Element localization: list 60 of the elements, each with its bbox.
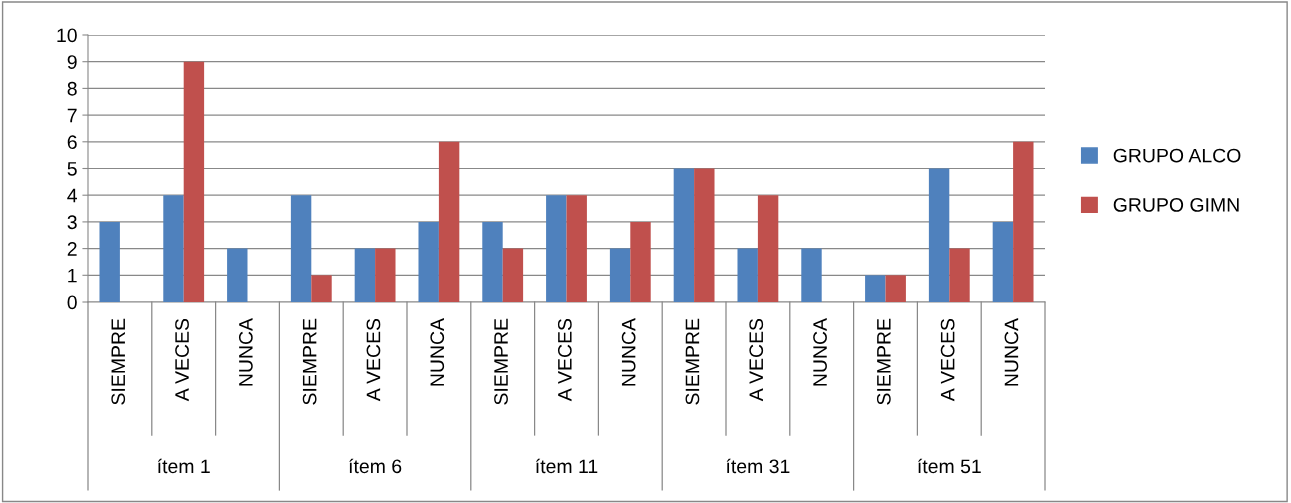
text: ítem 11 bbox=[536, 458, 598, 474]
x-tick-label: NUNCA bbox=[430, 318, 445, 386]
bar bbox=[163, 195, 184, 302]
x-tick-label: NUNCA bbox=[1004, 318, 1019, 386]
bar bbox=[354, 248, 376, 302]
bar bbox=[801, 248, 822, 302]
x-tick-label: A VECES bbox=[366, 318, 381, 402]
bar bbox=[438, 141, 460, 302]
text: ítem 51 bbox=[918, 458, 981, 474]
bar bbox=[502, 248, 524, 302]
legend-label: GRUPO GIMN bbox=[1113, 198, 1239, 212]
x-tick-label: SIEMPRE bbox=[111, 318, 126, 405]
bar bbox=[673, 168, 695, 302]
bar bbox=[757, 195, 779, 302]
legend-label: GRUPO ALCO bbox=[1113, 148, 1241, 163]
text: ítem 1 bbox=[157, 458, 210, 474]
y-tick-label: 3 bbox=[67, 215, 77, 230]
bar bbox=[183, 61, 205, 302]
y-tick-label: 7 bbox=[67, 108, 77, 123]
x-tick-label: NUNCA bbox=[813, 318, 827, 386]
y-tick-label: 5 bbox=[67, 162, 77, 176]
bar bbox=[885, 275, 906, 302]
bar bbox=[865, 275, 886, 302]
bar bbox=[290, 195, 312, 302]
x-tick-label: SIEMPRE bbox=[494, 318, 508, 405]
y-tick-label: 2 bbox=[67, 242, 77, 256]
y-tick-label: 9 bbox=[67, 55, 77, 69]
bar bbox=[99, 221, 120, 302]
bar bbox=[482, 221, 503, 302]
bar bbox=[609, 248, 631, 302]
x-tick-label: SIEMPRE bbox=[685, 318, 700, 405]
x-tick-label: A VECES bbox=[940, 318, 955, 402]
bar bbox=[227, 248, 248, 302]
x-tick-label: SIEMPRE bbox=[876, 318, 891, 405]
text: ítem 6 bbox=[349, 458, 402, 474]
bar bbox=[737, 248, 758, 302]
bar bbox=[418, 221, 439, 302]
bar bbox=[375, 248, 396, 302]
bar bbox=[630, 221, 651, 302]
y-tick-label: 4 bbox=[67, 188, 78, 203]
y-tick-label: 10 bbox=[57, 28, 77, 43]
x-tick-label: NUNCA bbox=[238, 318, 253, 386]
x-tick-label: A VECES bbox=[175, 318, 189, 402]
x-tick-label: NUNCA bbox=[621, 318, 636, 386]
y-tick-label: 8 bbox=[67, 81, 77, 96]
x-tick-label: A VECES bbox=[749, 318, 764, 402]
y-tick-label: 6 bbox=[67, 135, 77, 150]
bar bbox=[949, 248, 970, 302]
x-tick-label: A VECES bbox=[557, 318, 572, 402]
bar bbox=[992, 221, 1014, 302]
bar bbox=[311, 275, 332, 302]
bar bbox=[694, 168, 715, 302]
bar bbox=[566, 195, 587, 302]
text: ítem 31 bbox=[726, 458, 790, 474]
bar bbox=[1013, 141, 1034, 302]
y-tick-label: 0 bbox=[67, 295, 77, 310]
y-tick-label: 1 bbox=[68, 268, 77, 283]
x-tick-label: SIEMPRE bbox=[302, 318, 317, 405]
bar bbox=[546, 195, 567, 302]
bar bbox=[928, 168, 950, 302]
